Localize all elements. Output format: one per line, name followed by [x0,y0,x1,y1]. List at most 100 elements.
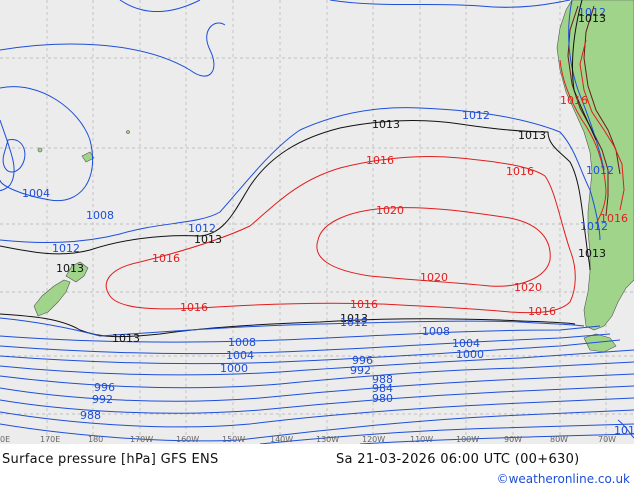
isobar-label: 1004 [226,349,254,362]
isobar-label: 1008 [422,325,450,338]
isobar-label: 1013 [112,332,140,345]
isobar-972-south [259,423,634,444]
andes-contour [579,39,625,211]
isobar-label: 1013 [372,118,400,131]
isobar-label: 1000 [220,362,248,375]
isobars [0,0,634,444]
isobar-label: 1012 [340,316,368,329]
longitude-ticks: 0E 170E 180 170W 160W 150W 140W 130W 120… [0,435,616,444]
isobar-label: 1020 [420,271,448,284]
isobar-cape [617,419,634,439]
longitude-tick: 90W [504,435,522,444]
copyright-link[interactable]: ©weatheronline.co.uk [496,472,630,486]
longitude-tick: 140W [270,435,293,444]
longitude-tick: 130W [316,435,339,444]
isobar-1016-ring [105,155,576,314]
isobar-968-south [359,433,634,444]
isobar-984-south [0,385,634,414]
isobar-980-south [0,397,634,428]
isobar-1012-w [0,107,601,243]
isobar-labels: 1012 1013 1013 1013 1012 1016 1012 1012 … [22,6,634,437]
isobar-label: 1020 [514,281,542,294]
isobar-1016-chile [559,59,607,225]
longitude-tick: 120W [362,435,385,444]
isobar-label: 1004 [22,187,50,200]
isobar-label: 1013 [518,129,546,142]
isobar-label: 1004 [452,337,480,350]
south-america-land [556,0,634,331]
isobar-label: 1012 [586,164,614,177]
isobar-label: 1013 [578,12,606,25]
isobar-1013-chile [571,0,597,141]
isobar-label: 1016 [560,94,588,107]
map-title: Surface pressure [hPa] GFS ENS [2,452,219,467]
isobar-label: 1012 [462,109,490,122]
isobar-label: 992 [92,393,113,406]
isobar-label: 1012 [578,6,606,19]
pressure-map: 1012 1013 1013 1013 1012 1016 1012 1012 … [0,0,634,444]
isobar-1012-top [329,0,571,8]
isobar-1008-south [0,325,601,343]
isobar-label: 1016 [366,154,394,167]
isobar-1008 [0,86,94,202]
isobar-label: 1008 [228,336,256,349]
longitude-tick: 170W [130,435,153,444]
landmasses [33,0,634,353]
isobar-label: 1012 [614,424,634,437]
isobar-label: 984 [372,382,393,395]
valid-time: Sa 21-03-2026 06:00 UTC (00+630) [336,452,580,467]
isobar-label: 1013 [194,233,222,246]
isobar-996-south [0,349,634,376]
isobar-1012-nw2 [119,0,201,13]
isobar-label: 1016 [506,165,534,178]
isobar-label: 1008 [86,209,114,222]
isobar-1004-south [0,333,611,355]
isobar-label: 1012 [52,242,80,255]
longitude-tick: 110W [410,435,433,444]
small-island [81,151,95,163]
new-zealand-north-island [65,261,89,283]
longitude-tick: 80W [550,435,568,444]
isobar-1000-south [0,339,621,365]
isobar-label: 1000 [456,348,484,361]
isobar-1012-chile [568,0,605,171]
isobar-label: 1012 [188,222,216,235]
longitude-tick: 170E [40,435,60,444]
isobar-label: 1013 [578,247,606,260]
isobar-976-south [0,409,634,442]
isobar-label: 988 [80,409,101,422]
isobar-label: 1013 [56,262,84,275]
isobar-label: 980 [372,392,393,405]
isobar-label: 1012 [580,220,608,233]
longitude-tick: 70W [598,435,616,444]
isobar-1004 [0,119,15,191]
longitude-tick: 150W [222,435,245,444]
isobar-1012-nw [0,22,226,77]
isobar-label: 1016 [152,252,180,265]
isobar-label: 992 [350,364,371,377]
longitude-tick: 0E [0,435,10,444]
isobar-1012-south [0,317,585,337]
isobar-1004-ring [2,139,26,173]
small-island [126,130,130,134]
isobar-988-south [0,373,634,402]
new-zealand-south-island [33,279,71,317]
isobar-label: 996 [352,354,373,367]
longitude-tick: 100W [456,435,479,444]
isobar-1013-lower [0,313,576,338]
isobar-label: 988 [372,373,393,386]
isobar-label: 1020 [376,204,404,217]
isobar-992-south [0,361,634,389]
isobar-label: 1013 [340,312,368,325]
ocean-background [0,0,634,444]
longitude-tick: 180 [88,435,103,444]
isobar-label: 1016 [600,212,628,225]
isobar-1020-ring [316,207,551,287]
isobar-label: 1016 [350,298,378,311]
isobar-1013-upper [0,120,591,271]
tierra-del-fuego-land [583,333,617,353]
longitude-tick: 160W [176,435,199,444]
isobar-label: 1016 [180,301,208,314]
isobar-label: 1016 [528,305,556,318]
